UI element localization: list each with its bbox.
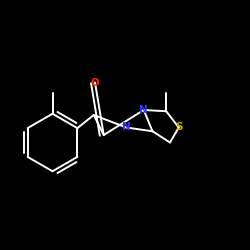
- Text: S: S: [175, 122, 182, 132]
- Text: N: N: [140, 105, 148, 115]
- Text: N: N: [122, 122, 130, 132]
- Text: O: O: [90, 78, 100, 88]
